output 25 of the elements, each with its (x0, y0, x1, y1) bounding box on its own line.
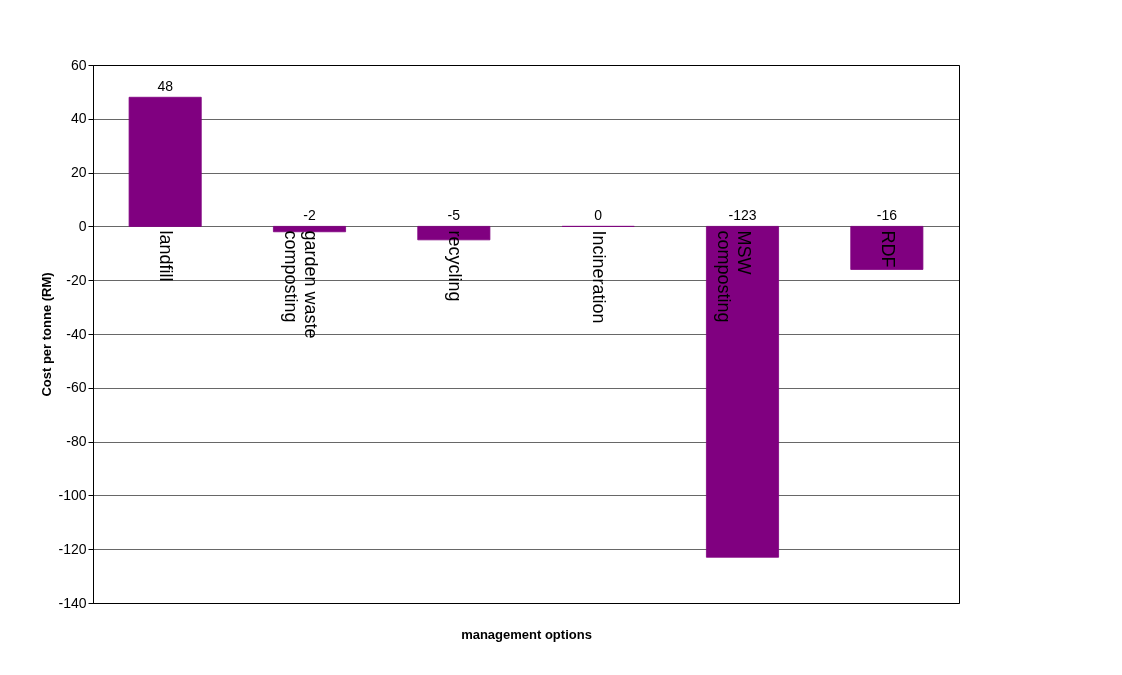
x-tick-label: landfill (156, 230, 177, 282)
y-tick-label: 60 (70, 56, 87, 73)
y-tick-label: 20 (70, 164, 87, 181)
x-tick-label: RDF (877, 230, 898, 268)
data-label: -5 (447, 207, 461, 224)
x-tick-label: MSW composting (713, 230, 754, 323)
y-tick-label: -100 (58, 486, 87, 503)
data-label: -123 (728, 207, 757, 224)
y-tick-label: -140 (58, 594, 87, 611)
x-axis-title: management options (461, 626, 592, 642)
data-label: -16 (876, 207, 898, 224)
y-tick-label: -40 (66, 325, 87, 342)
y-tick-label: 0 (78, 217, 87, 234)
y-axis-title: Cost per tonne (RM) (39, 272, 55, 397)
y-tick-label: -80 (66, 433, 87, 450)
y-tick-label: 40 (70, 110, 87, 127)
x-tick-label: Incineration (589, 230, 610, 324)
y-tick-label: -120 (58, 540, 87, 557)
data-label: 0 (594, 207, 603, 224)
data-label: -2 (303, 207, 316, 224)
x-tick-label: garden waste composting (280, 230, 321, 339)
data-label: 48 (157, 78, 174, 95)
y-tick-label: -60 (66, 379, 87, 396)
y-tick-label: -20 (66, 271, 87, 288)
x-tick-label: recycling (444, 230, 465, 302)
